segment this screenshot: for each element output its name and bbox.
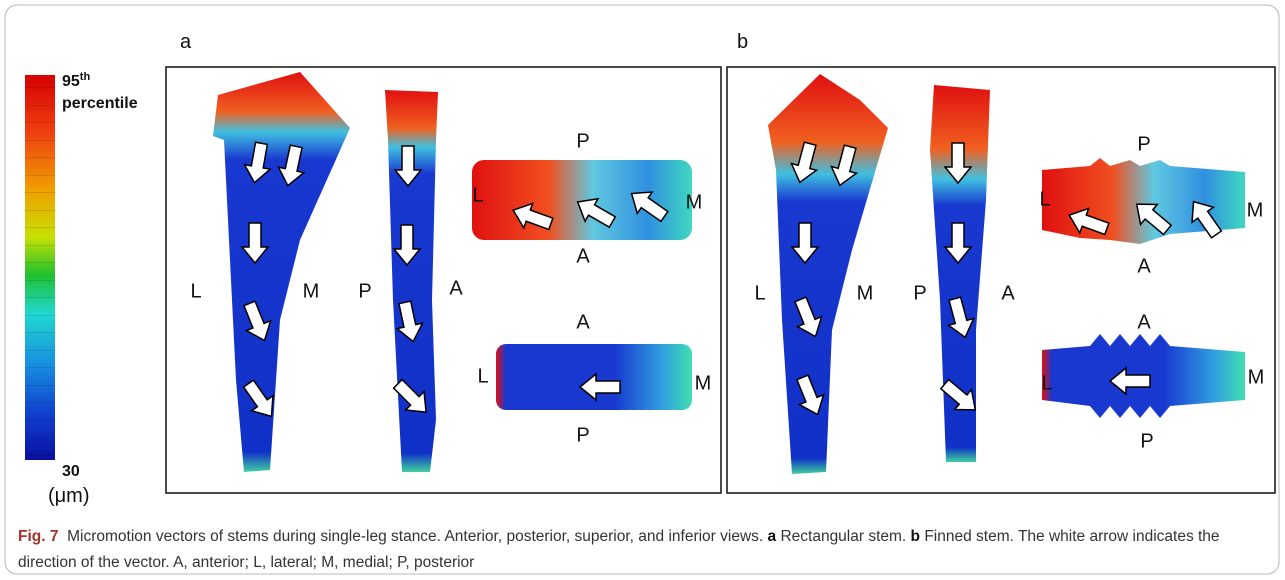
caption-panel-label: a: [768, 528, 777, 545]
orientation-label: L: [1041, 372, 1052, 394]
orientation-label: L: [477, 365, 488, 387]
colorbar-min: 30: [62, 463, 80, 480]
orientation-label: P: [358, 280, 371, 302]
stem-anterior: [213, 72, 350, 472]
colorbar-max: 95th: [62, 71, 90, 90]
orientation-label: A: [1137, 311, 1151, 333]
orientation-label: A: [449, 277, 463, 299]
colorbar-unit: (μm): [48, 485, 90, 507]
orientation-label: P: [576, 424, 589, 446]
orientation-label: A: [576, 245, 590, 267]
orientation-label: A: [576, 311, 590, 333]
caption-panel-label: b: [911, 528, 920, 545]
figure-number: Fig. 7: [18, 528, 58, 545]
panel-label: a: [180, 31, 192, 53]
orientation-label: A: [1137, 255, 1151, 277]
stem-anterior: [768, 74, 888, 474]
orientation-label: M: [303, 280, 320, 302]
orientation-label: L: [754, 282, 765, 304]
orientation-label: A: [1001, 282, 1015, 304]
orientation-label: P: [1140, 430, 1153, 452]
page: 95th percentile 30 (μm) a L M P A P L M …: [0, 0, 1285, 580]
orientation-label: L: [1039, 188, 1050, 210]
orientation-label: P: [913, 282, 926, 304]
orientation-label: M: [1247, 199, 1264, 221]
panel-label: b: [737, 31, 748, 53]
stem-superior: [472, 160, 692, 240]
caption-text: Micromotion vectors of stems during sing…: [67, 528, 763, 545]
orientation-label: M: [857, 282, 874, 304]
figure: 95th percentile 30 (μm) a L M P A P L M …: [0, 0, 1285, 580]
orientation-label: P: [1137, 133, 1150, 155]
colorbar-max-note: percentile: [62, 95, 138, 112]
colorbar-divisions: [25, 75, 55, 460]
colorbar-max-suffix: th: [80, 71, 91, 83]
orientation-label: M: [1248, 366, 1265, 388]
colorbar-max-value: 95: [62, 73, 80, 90]
orientation-label: L: [190, 280, 201, 302]
orientation-label: M: [686, 191, 703, 213]
orientation-label: P: [576, 130, 589, 152]
orientation-label: M: [695, 372, 712, 394]
caption-text: Rectangular stem.: [780, 528, 906, 545]
caption: Fig. 7 Micromotion vectors of stems duri…: [18, 524, 1268, 576]
orientation-label: L: [472, 184, 483, 206]
